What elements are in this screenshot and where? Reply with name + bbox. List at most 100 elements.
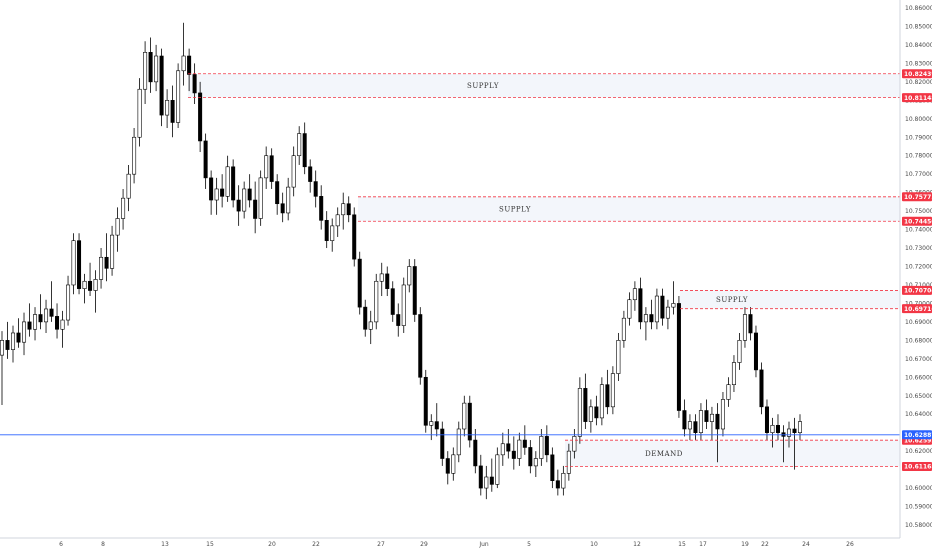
candle-body [412,266,417,315]
candle-body [247,188,252,201]
candle [71,233,76,295]
candle-body [335,214,340,227]
y-tick-label: 10.64000 [905,411,932,418]
y-tick-label: 10.85000 [905,23,932,30]
candle-body [434,421,439,430]
candle [638,277,643,330]
candle-body [429,421,434,426]
candle [198,81,203,153]
price-tag: 10.74450 [902,216,932,226]
x-tick-label: 26 [846,541,854,548]
candle-body [374,280,379,323]
candle-body [159,55,164,116]
candle-body [242,188,247,212]
y-tick-label: 10.71000 [905,282,932,289]
candle [357,251,362,315]
candle [418,307,423,385]
candle [11,325,16,363]
price-tag: 10.75775 [902,192,932,202]
candle [33,307,38,341]
candle [698,403,703,441]
candle-body [797,421,803,433]
candle [759,362,764,415]
candle [566,443,571,481]
candle [423,369,428,433]
candle [385,266,390,297]
candle-body [104,256,109,269]
candle-body [203,140,208,179]
candle [313,170,318,208]
candle-body [522,439,527,448]
price-axis[interactable]: 10.86000 10.85000 10.84000 10.83000 10.82000… [905,5,932,529]
x-tick-label: Jun [478,541,489,548]
candle-body [346,203,351,216]
candle-body [352,214,357,260]
candle-body [291,155,296,188]
candle-body [264,155,269,179]
candle-body [181,55,186,72]
candle [764,399,769,441]
candle [82,273,87,304]
candle-body [143,52,148,90]
candle-body [357,258,362,308]
candle-body [115,218,120,236]
candle-body [753,332,758,371]
candle-body [49,308,54,317]
candle-body [577,388,582,437]
candle [654,288,659,330]
candle [478,454,483,496]
candle [187,48,192,92]
time-axis[interactable]: 6 8 13 15 20 22 27 29 Jun 5 10 12 15 17 19 22 24 26 [59,541,854,548]
candle [616,332,621,381]
candle-body [385,273,390,289]
candle-body [341,203,346,216]
candle-body [687,421,692,430]
candle [121,188,126,230]
candle [308,159,313,193]
candle-body [709,413,714,422]
candle-body [275,181,280,205]
candle-body [148,52,153,83]
candle-body [550,454,555,481]
candle-body [0,340,5,356]
candle [627,292,632,326]
candle-body [407,266,412,286]
candle [159,48,164,127]
candle-body [110,234,115,269]
candle [484,465,489,500]
price-tag: 10.61168 [902,462,932,472]
candle [550,447,555,489]
zone-fill [358,196,900,222]
candle [247,174,252,208]
zone-fill [565,440,900,467]
candle-body [71,240,76,286]
candle [49,281,54,322]
candles-layer [0,22,803,500]
x-tick-label: 20 [268,541,276,548]
candle-body [638,288,643,323]
candle-body [33,314,38,330]
candle [60,310,65,348]
x-tick-label: 22 [761,541,769,548]
x-tick-label: 13 [161,541,169,548]
candle-body [297,133,302,157]
candle [275,174,280,215]
candle [748,307,753,341]
candle [632,281,637,311]
candle [330,218,335,252]
candle [324,211,329,249]
candle [214,177,219,215]
x-tick-label: 10 [590,541,598,548]
price-tag-bg [902,69,932,79]
candle-body [330,225,335,241]
candle [445,451,450,485]
candle-body [561,472,566,489]
candle-body [187,55,192,75]
y-tick-label: 10.69000 [905,319,932,326]
x-tick-label: 5 [527,541,531,548]
candle [429,414,434,441]
candle-body [93,279,98,291]
y-tick-label: 10.70000 [905,300,932,307]
candle [220,174,225,208]
